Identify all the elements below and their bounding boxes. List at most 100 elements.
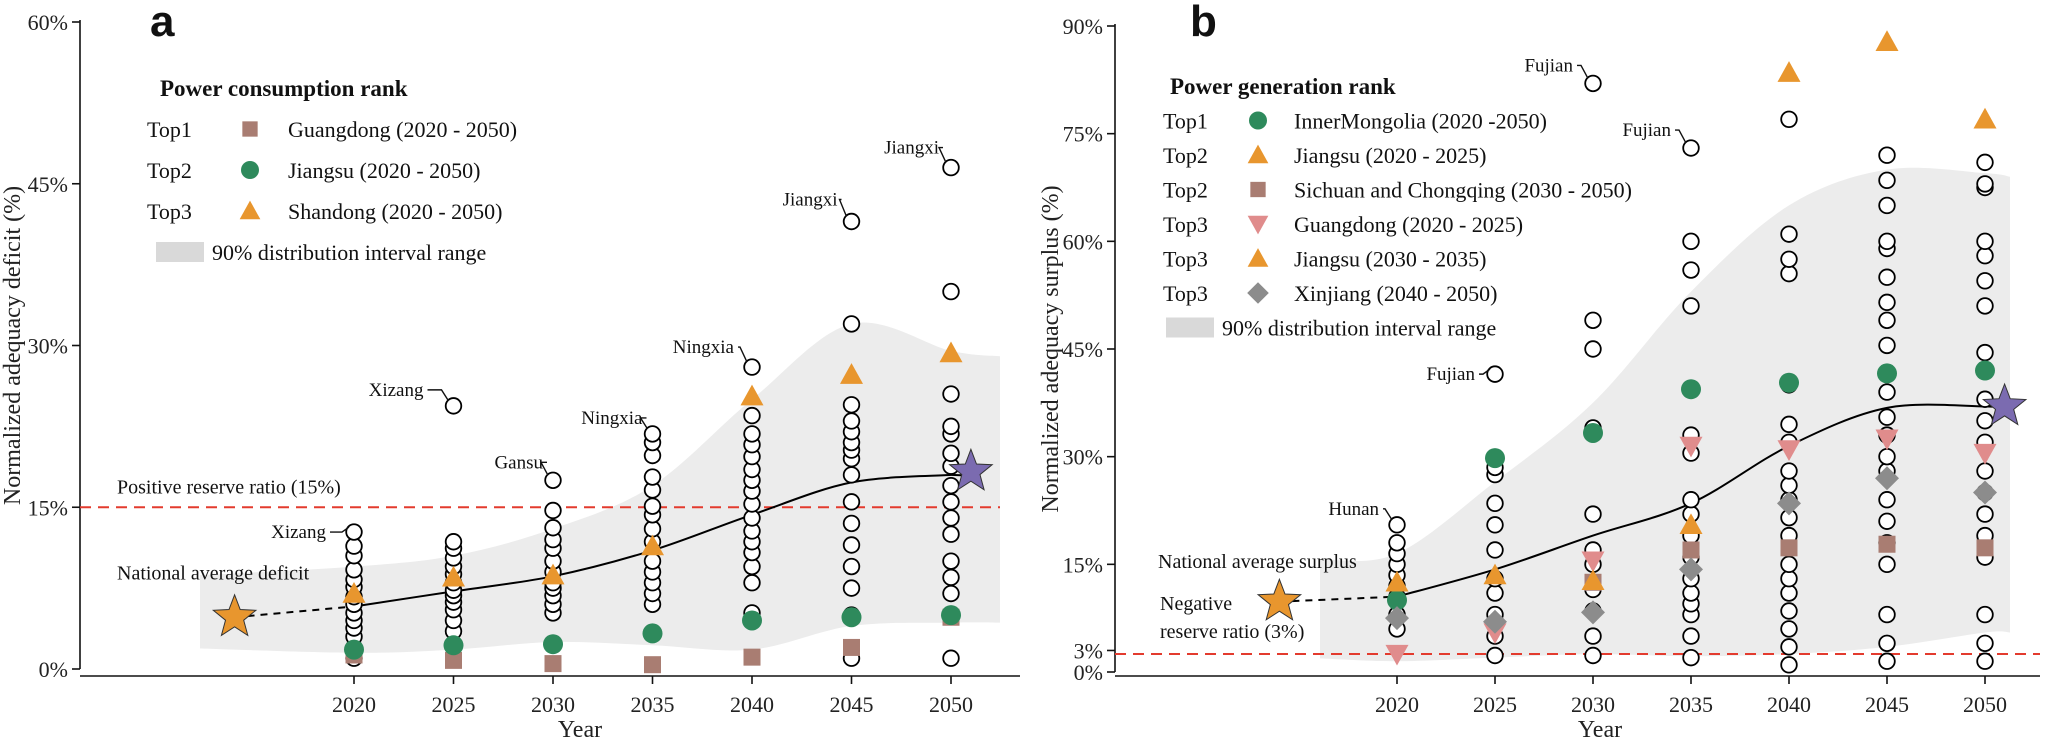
province-point	[544, 501, 562, 520]
province-point	[842, 557, 861, 576]
province-point	[1388, 534, 1406, 552]
province-point	[544, 519, 562, 537]
province-point	[643, 497, 662, 515]
y-tick-label: 0%	[39, 657, 68, 682]
province-point	[1878, 555, 1896, 574]
province-point	[1682, 261, 1700, 279]
annotation-leader	[639, 417, 649, 430]
point-guangdong	[1875, 429, 1899, 451]
province-point	[1976, 652, 1994, 670]
legend-label: Xinjiang (2040 - 2050)	[1294, 281, 1497, 306]
national-average-label: National average deficit	[117, 562, 310, 584]
annotation-label: Jiangxi	[783, 189, 838, 210]
annotation-label: Fujian	[1622, 120, 1671, 141]
distribution-interval-band	[200, 322, 1000, 653]
province-point	[942, 552, 960, 570]
province-point	[1878, 268, 1896, 286]
point-jiangsu	[841, 607, 862, 628]
national-average-star	[211, 593, 258, 637]
national-average-star	[1981, 382, 2028, 426]
province-point	[1976, 462, 1994, 480]
annotation-leader	[937, 146, 947, 163]
province-point	[1878, 634, 1896, 652]
legend-marker-circle	[1249, 111, 1267, 130]
province-point	[1780, 569, 1798, 588]
province-point	[1780, 110, 1798, 129]
province-point	[1878, 146, 1896, 164]
province-point	[1682, 584, 1700, 602]
legend-marker-triangle	[1247, 248, 1269, 267]
province-point	[1584, 646, 1602, 665]
y-tick-label: 75%	[1063, 122, 1103, 147]
national-average-star	[1256, 577, 1303, 621]
province-point	[345, 523, 363, 541]
province-point	[842, 493, 861, 511]
province-point	[1976, 412, 1994, 430]
legend-rank: Top2	[1163, 178, 1208, 203]
x-tick-label: 2045	[830, 692, 874, 717]
legend-rank: Top3	[1163, 247, 1208, 272]
panel-letter: b	[1190, 0, 1217, 46]
point-guangdong	[1777, 440, 1801, 461]
legend-rank: Top2	[1163, 143, 1208, 168]
annotation-leader	[539, 461, 549, 476]
point-xinjiang	[1679, 557, 1703, 582]
province-point	[1878, 512, 1896, 530]
annotation-label: Xizang	[271, 522, 326, 543]
province-point	[1976, 272, 1994, 290]
point-shandong	[442, 565, 465, 587]
legend-label: Guangdong (2020 - 2025)	[1294, 212, 1523, 237]
point-shandong	[840, 363, 863, 384]
province-point	[1486, 646, 1504, 665]
province-point	[942, 568, 960, 587]
province-point	[1584, 627, 1602, 645]
point-jiangsu-top3-	[1973, 107, 1997, 129]
point-jiangsu	[742, 610, 762, 631]
province-point	[1584, 340, 1602, 358]
province-point	[842, 466, 861, 484]
legend-label: Jiangsu (2030 - 2035)	[1294, 247, 1486, 272]
point-xinjiang	[1385, 606, 1409, 631]
point-xinjiang	[1777, 491, 1801, 516]
legend-marker-band	[1166, 317, 1214, 338]
province-point	[1780, 602, 1798, 620]
legend-marker-triangle	[239, 200, 261, 220]
province-point	[1976, 297, 1994, 315]
province-point	[942, 158, 960, 177]
province-point	[1878, 196, 1896, 215]
province-point	[444, 397, 463, 415]
national-average-label: National average surplus	[1158, 551, 1357, 573]
point-shandong	[342, 582, 366, 603]
legend-marker-band	[156, 242, 204, 262]
point-innermongolia	[1485, 448, 1505, 469]
province-point	[1780, 656, 1798, 674]
annotation-label: Jiangxi	[884, 138, 939, 159]
annotation-label: Ningxia	[581, 408, 643, 429]
point-innermongolia	[1583, 422, 1603, 443]
province-point	[942, 385, 960, 403]
province-point	[1584, 74, 1602, 93]
province-point	[1976, 175, 1994, 193]
province-point	[1780, 638, 1798, 656]
point-jiangsu-top2-	[1385, 570, 1409, 592]
point-xinjiang	[1973, 480, 1997, 505]
point-shandong	[939, 341, 963, 363]
x-tick-label: 2050	[929, 692, 973, 717]
legend-marker-square	[1250, 181, 1266, 198]
point-sichuan-and-chongqing	[1976, 539, 1994, 557]
y-tick-label: 60%	[1063, 229, 1103, 254]
province-point	[1878, 408, 1896, 426]
x-tick-label: 2030	[1571, 692, 1615, 717]
province-point	[643, 552, 662, 570]
point-innermongolia	[1681, 379, 1701, 400]
x-tick-label: 2040	[730, 692, 774, 717]
annotation-leader	[1383, 508, 1393, 521]
province-point	[1780, 584, 1798, 602]
legend-title: Power generation rank	[1170, 74, 1396, 99]
province-point	[1976, 232, 1994, 251]
point-shandong	[740, 384, 764, 406]
x-tick-label: 2030	[531, 692, 575, 717]
y-axis-label: Normalized adequacy surplus (%)	[1038, 185, 1064, 512]
point-jiangsu-top3-	[1875, 30, 1899, 51]
